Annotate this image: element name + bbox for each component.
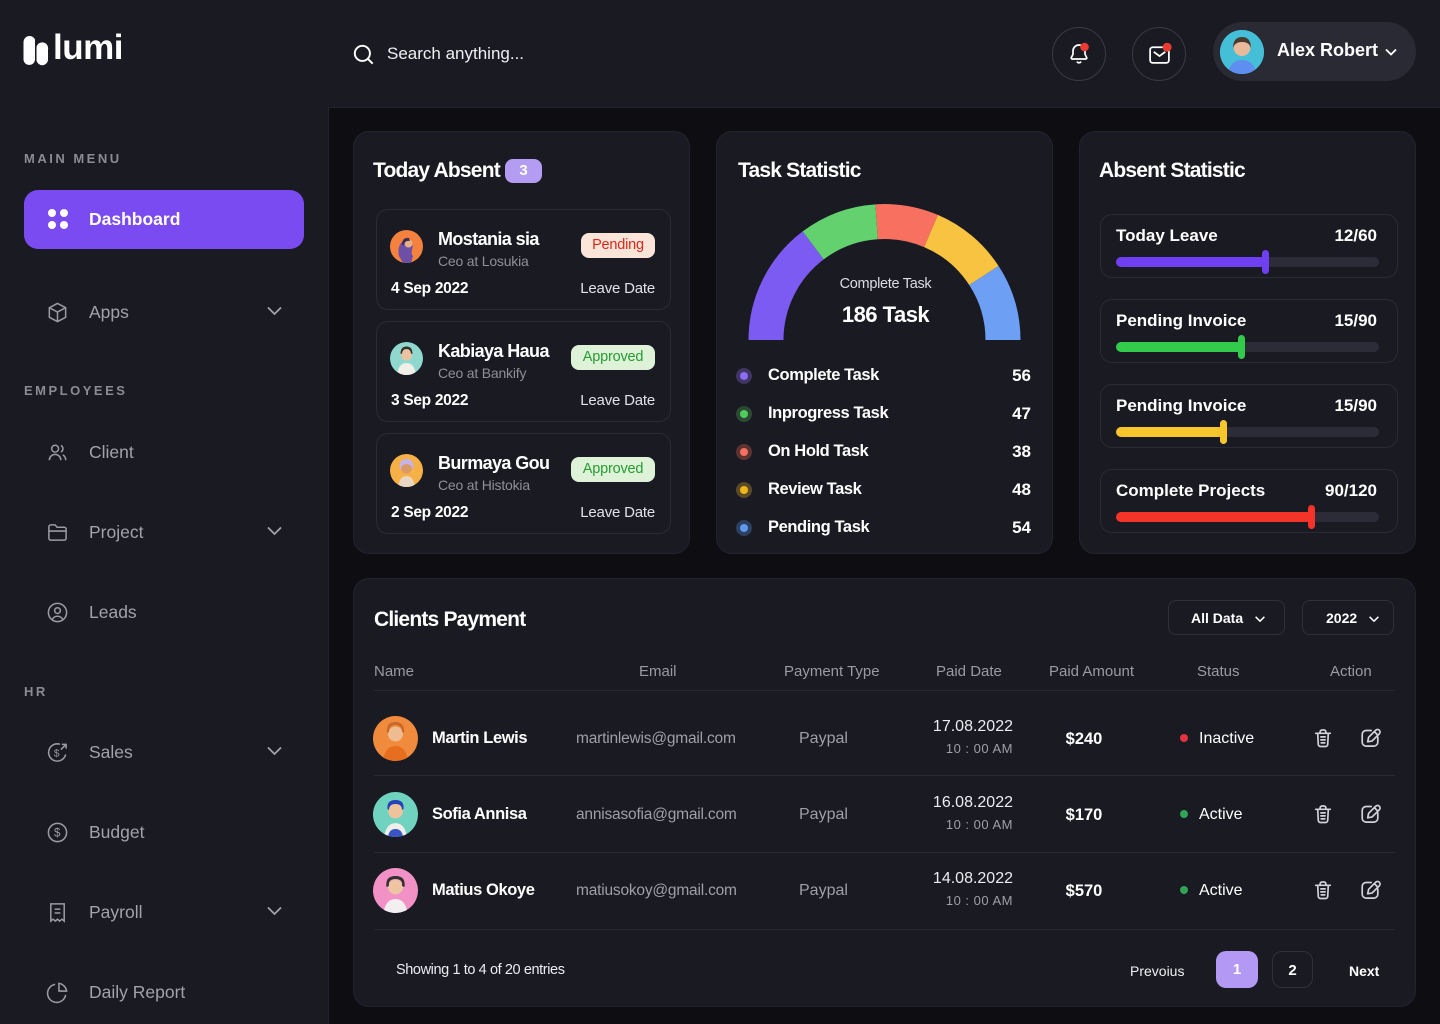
svg-text:$: $ <box>54 828 61 840</box>
svg-text:$: $ <box>54 748 60 759</box>
